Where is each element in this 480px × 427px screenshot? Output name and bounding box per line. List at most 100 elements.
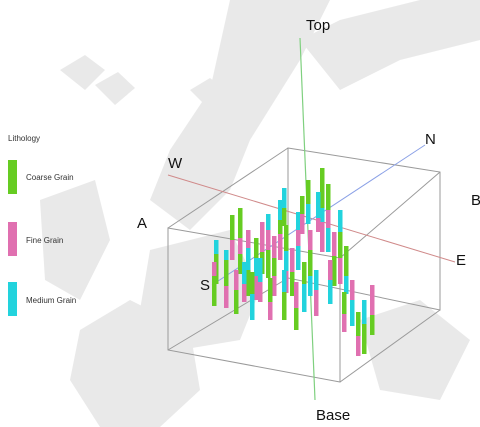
borehole-segment [290,248,295,272]
borehole-segment [332,256,337,286]
borehole-segment [332,232,337,256]
borehole-segment [314,290,319,316]
base-label: Base [316,407,350,424]
borehole-segment [338,232,343,258]
borehole-segment [272,276,277,296]
borehole-segment [296,230,301,246]
borehole-segment [272,258,277,276]
borehole-segment [316,192,321,218]
borehole-segment [234,290,239,314]
borehole-segment [278,220,283,234]
borehole-segment [242,262,247,284]
north-label: N [425,131,436,148]
borehole-segment [344,276,349,294]
borehole-segment [296,212,301,230]
borehole-segment [320,168,325,208]
borehole-segment [238,238,243,254]
borehole-segment [214,240,219,254]
borehole-segment [282,292,287,320]
borehole-segment [294,282,299,308]
watermark-graphic [40,0,480,427]
borehole-segment [326,210,331,228]
borehole-segment [246,248,251,270]
legend-title: Lithology [8,134,40,143]
borehole-segment [254,238,259,258]
borehole-segment [326,184,331,210]
a-label: A [137,215,147,232]
borehole-segment [320,208,325,222]
borehole-segment [238,208,243,238]
borehole-segment [344,246,349,276]
borehole-segment [362,300,367,324]
borehole-segment [266,214,271,230]
borehole-segment [350,300,355,326]
borehole-segment [296,246,301,270]
borehole-segment [328,280,333,304]
borehole-segment [328,260,333,280]
legend-swatch-medium-grain [8,282,17,316]
borehole-segment [302,262,307,284]
borehole-segment [282,188,287,208]
borehole-segment [300,214,305,234]
east-label: E [456,252,466,269]
borehole-segment [308,250,313,276]
legend-label-medium-grain: Medium Grain [26,296,76,305]
south-label: S [200,277,210,294]
borehole-segment [258,282,263,302]
borehole-segment [266,230,271,250]
borehole-segment [342,292,347,314]
borehole-segment [370,315,375,335]
borehole-segment [224,250,229,260]
borehole-segment [342,314,347,332]
borehole-segment [370,285,375,315]
top-label: Top [306,17,330,34]
borehole-segment [290,272,295,296]
borehole-segment [278,200,283,220]
borehole-segment [242,284,247,302]
borehole-segment [282,208,287,226]
borehole-segment [230,240,235,260]
borehole-segment [284,225,289,251]
borehole-segment [284,251,289,271]
borehole-segment [306,180,311,204]
borehole-segment [356,312,361,336]
borehole-segment [338,258,343,284]
legend: Lithology Coarse Grain Fine Grain Medium… [8,134,76,316]
borehole-segment [362,324,367,354]
borehole-columns [212,168,375,356]
borehole-segment [326,228,331,252]
legend-swatch-fine-grain [8,222,17,256]
borehole-segment [306,204,311,224]
borehole-segment [356,336,361,356]
legend-label-coarse-grain: Coarse Grain [26,173,74,182]
borehole-segment [212,262,217,276]
borehole-segment [300,196,305,214]
borehole-segment [230,215,235,240]
borehole-segment [254,276,259,300]
borehole-segment [250,272,255,294]
borehole-segment [314,270,319,290]
borehole-segment [308,230,313,250]
borehole-segment [254,258,259,276]
borehole-segment [246,270,251,296]
borehole-segment [320,222,325,252]
borehole-segment [234,270,239,290]
borehole-segment [350,280,355,300]
borehole-segment [268,278,273,302]
borehole-segment [260,222,265,252]
borehole-segment [272,236,277,258]
borehole-segment [212,276,217,306]
borehole-segment [238,254,243,274]
borehole-segment [250,294,255,320]
borehole-segment [278,234,283,260]
borehole-segment [224,286,229,308]
borehole-segment [338,210,343,232]
legend-swatch-coarse-grain [8,160,17,194]
borehole-segment [268,302,273,320]
borehole-segment [294,308,299,330]
ew-axis-line [167,174,456,263]
borehole-segment [308,276,313,296]
borehole-segment [246,230,251,248]
borehole-segment [302,284,307,312]
